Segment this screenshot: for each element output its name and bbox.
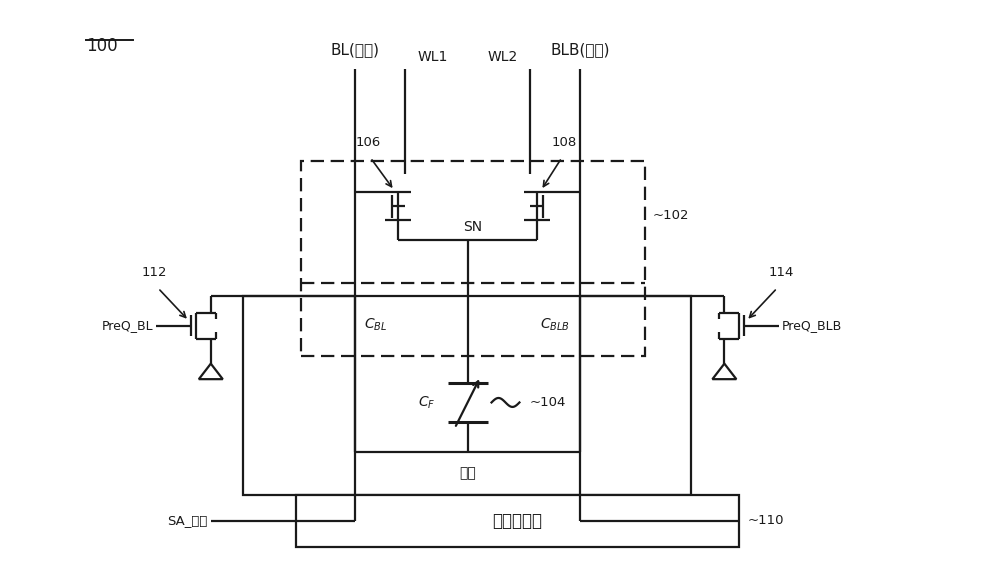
Text: 感测放大器: 感测放大器 [492, 512, 542, 530]
Text: BL(数据): BL(数据) [331, 42, 380, 57]
Text: ~110: ~110 [747, 514, 784, 527]
Text: SN: SN [463, 220, 482, 234]
Bar [243, 296, 691, 495]
Text: BLB(参考): BLB(参考) [550, 42, 610, 57]
Text: $C_{BL}$: $C_{BL}$ [364, 316, 387, 332]
Text: $C_{BLB}$: $C_{BLB}$ [540, 316, 570, 332]
Text: WL1: WL1 [417, 50, 448, 64]
Text: PreQ_BL: PreQ_BL [101, 319, 153, 332]
Text: PreQ_BLB: PreQ_BLB [782, 319, 842, 332]
Text: WL2: WL2 [488, 50, 518, 64]
Text: $C_F$: $C_F$ [418, 394, 436, 410]
Text: 112: 112 [141, 266, 167, 279]
Text: 108: 108 [551, 136, 576, 149]
Text: 100: 100 [86, 37, 118, 55]
Text: ~102: ~102 [653, 209, 689, 222]
Bar [296, 495, 739, 547]
Text: 板线: 板线 [459, 466, 476, 480]
Text: ~104: ~104 [529, 396, 566, 409]
Text: 114: 114 [769, 266, 794, 279]
Text: 106: 106 [356, 136, 381, 149]
Text: SA_使能: SA_使能 [167, 514, 208, 527]
